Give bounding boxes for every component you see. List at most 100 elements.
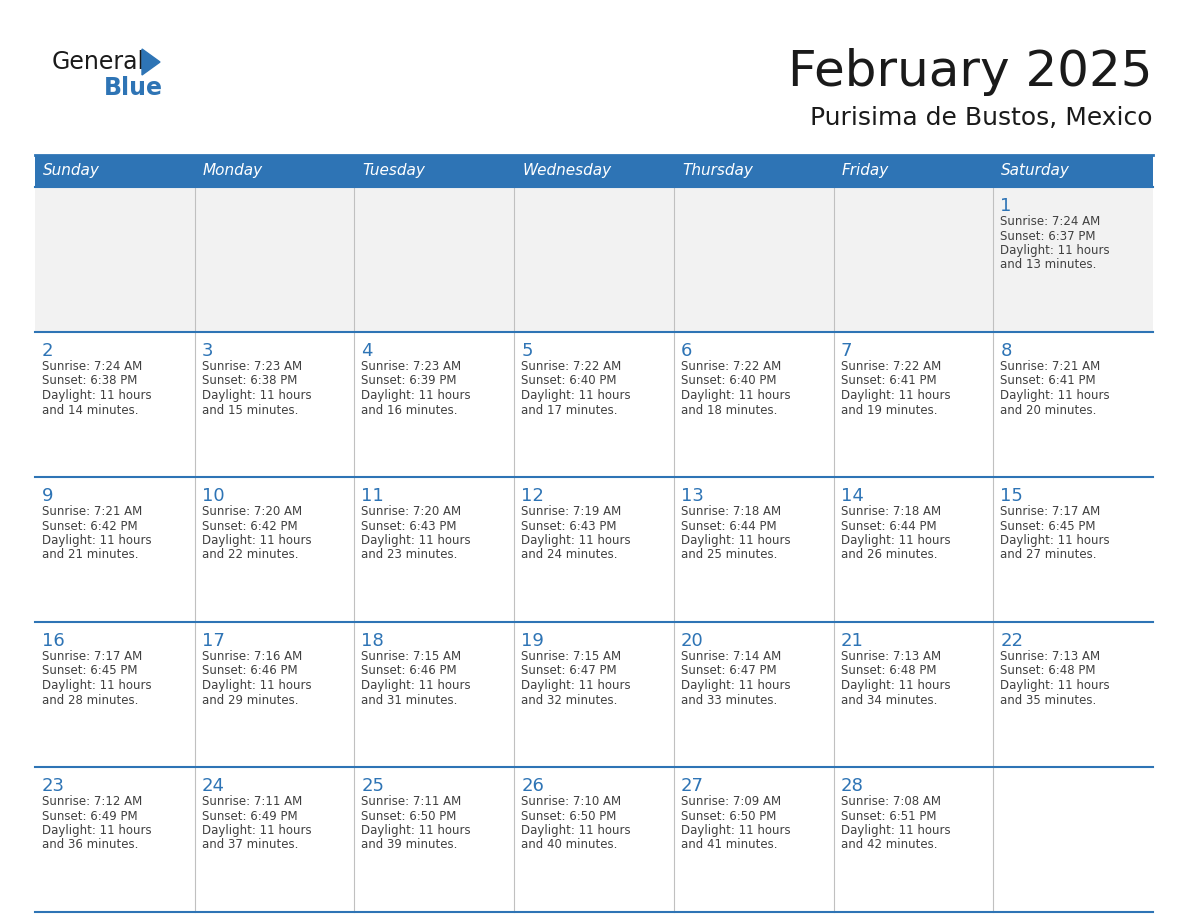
Text: 6: 6	[681, 342, 693, 360]
Text: and 18 minutes.: and 18 minutes.	[681, 404, 777, 417]
Text: Sunrise: 7:13 AM: Sunrise: 7:13 AM	[841, 650, 941, 663]
Text: Daylight: 11 hours: Daylight: 11 hours	[522, 824, 631, 837]
Text: 15: 15	[1000, 487, 1023, 505]
Text: 28: 28	[841, 777, 864, 795]
Text: Sunset: 6:46 PM: Sunset: 6:46 PM	[202, 665, 297, 677]
Text: Daylight: 11 hours: Daylight: 11 hours	[361, 389, 472, 402]
Text: Sunrise: 7:24 AM: Sunrise: 7:24 AM	[42, 360, 143, 373]
Text: and 25 minutes.: and 25 minutes.	[681, 548, 777, 562]
Text: and 13 minutes.: and 13 minutes.	[1000, 259, 1097, 272]
Text: Wednesday: Wednesday	[523, 163, 612, 178]
Text: and 28 minutes.: and 28 minutes.	[42, 693, 138, 707]
Text: Daylight: 11 hours: Daylight: 11 hours	[522, 534, 631, 547]
Text: and 26 minutes.: and 26 minutes.	[841, 548, 937, 562]
Text: Sunset: 6:45 PM: Sunset: 6:45 PM	[1000, 520, 1095, 532]
Text: Monday: Monday	[203, 163, 263, 178]
Text: 19: 19	[522, 632, 544, 650]
Text: Daylight: 11 hours: Daylight: 11 hours	[202, 679, 311, 692]
Text: Tuesday: Tuesday	[362, 163, 425, 178]
Text: 23: 23	[42, 777, 65, 795]
Text: 16: 16	[42, 632, 65, 650]
Text: Daylight: 11 hours: Daylight: 11 hours	[841, 824, 950, 837]
Text: 26: 26	[522, 777, 544, 795]
Text: Daylight: 11 hours: Daylight: 11 hours	[42, 679, 152, 692]
Text: Daylight: 11 hours: Daylight: 11 hours	[522, 679, 631, 692]
Text: Sunrise: 7:17 AM: Sunrise: 7:17 AM	[42, 650, 143, 663]
Text: and 22 minutes.: and 22 minutes.	[202, 548, 298, 562]
Text: Sunset: 6:49 PM: Sunset: 6:49 PM	[202, 810, 297, 823]
Bar	[34, 155, 1154, 187]
Text: Sunrise: 7:14 AM: Sunrise: 7:14 AM	[681, 650, 781, 663]
Text: Daylight: 11 hours: Daylight: 11 hours	[681, 824, 790, 837]
Text: Sunrise: 7:12 AM: Sunrise: 7:12 AM	[42, 795, 143, 808]
Text: and 42 minutes.: and 42 minutes.	[841, 838, 937, 852]
Text: Thursday: Thursday	[682, 163, 753, 178]
Text: Daylight: 11 hours: Daylight: 11 hours	[42, 389, 152, 402]
Text: Sunrise: 7:22 AM: Sunrise: 7:22 AM	[841, 360, 941, 373]
Text: and 36 minutes.: and 36 minutes.	[42, 838, 138, 852]
Text: 4: 4	[361, 342, 373, 360]
Text: Daylight: 11 hours: Daylight: 11 hours	[361, 824, 472, 837]
Text: Sunset: 6:47 PM: Sunset: 6:47 PM	[681, 665, 777, 677]
Text: and 35 minutes.: and 35 minutes.	[1000, 693, 1097, 707]
Text: 20: 20	[681, 632, 703, 650]
Text: Sunset: 6:48 PM: Sunset: 6:48 PM	[1000, 665, 1095, 677]
Text: 27: 27	[681, 777, 703, 795]
Text: February 2025: February 2025	[789, 48, 1154, 96]
Text: Sunrise: 7:23 AM: Sunrise: 7:23 AM	[202, 360, 302, 373]
Text: Sunset: 6:42 PM: Sunset: 6:42 PM	[202, 520, 297, 532]
Text: Sunrise: 7:10 AM: Sunrise: 7:10 AM	[522, 795, 621, 808]
Text: Sunset: 6:41 PM: Sunset: 6:41 PM	[1000, 375, 1095, 387]
Text: Daylight: 11 hours: Daylight: 11 hours	[1000, 389, 1110, 402]
Text: Daylight: 11 hours: Daylight: 11 hours	[681, 679, 790, 692]
Text: Sunset: 6:51 PM: Sunset: 6:51 PM	[841, 810, 936, 823]
Text: Sunrise: 7:20 AM: Sunrise: 7:20 AM	[361, 505, 462, 518]
Text: Sunrise: 7:09 AM: Sunrise: 7:09 AM	[681, 795, 781, 808]
Text: and 32 minutes.: and 32 minutes.	[522, 693, 618, 707]
Text: 9: 9	[42, 487, 53, 505]
Text: 11: 11	[361, 487, 384, 505]
Text: Sunrise: 7:15 AM: Sunrise: 7:15 AM	[522, 650, 621, 663]
Text: Sunrise: 7:24 AM: Sunrise: 7:24 AM	[1000, 215, 1100, 228]
Text: Sunrise: 7:22 AM: Sunrise: 7:22 AM	[681, 360, 781, 373]
Text: Sunset: 6:39 PM: Sunset: 6:39 PM	[361, 375, 457, 387]
Text: Sunset: 6:49 PM: Sunset: 6:49 PM	[42, 810, 138, 823]
Text: Sunset: 6:43 PM: Sunset: 6:43 PM	[522, 520, 617, 532]
Text: and 41 minutes.: and 41 minutes.	[681, 838, 777, 852]
Text: Daylight: 11 hours: Daylight: 11 hours	[202, 389, 311, 402]
Text: General: General	[52, 50, 145, 74]
Text: Daylight: 11 hours: Daylight: 11 hours	[1000, 534, 1110, 547]
Text: 14: 14	[841, 487, 864, 505]
Text: Sunrise: 7:11 AM: Sunrise: 7:11 AM	[202, 795, 302, 808]
Text: 2: 2	[42, 342, 53, 360]
Text: Daylight: 11 hours: Daylight: 11 hours	[361, 534, 472, 547]
Text: 22: 22	[1000, 632, 1023, 650]
Text: and 23 minutes.: and 23 minutes.	[361, 548, 457, 562]
Text: Daylight: 11 hours: Daylight: 11 hours	[681, 534, 790, 547]
Text: and 20 minutes.: and 20 minutes.	[1000, 404, 1097, 417]
Text: Sunset: 6:44 PM: Sunset: 6:44 PM	[681, 520, 777, 532]
Text: Sunset: 6:37 PM: Sunset: 6:37 PM	[1000, 230, 1095, 242]
Text: and 37 minutes.: and 37 minutes.	[202, 838, 298, 852]
Text: 17: 17	[202, 632, 225, 650]
Text: and 27 minutes.: and 27 minutes.	[1000, 548, 1097, 562]
Text: Sunrise: 7:16 AM: Sunrise: 7:16 AM	[202, 650, 302, 663]
Text: Sunset: 6:45 PM: Sunset: 6:45 PM	[42, 665, 138, 677]
Text: 24: 24	[202, 777, 225, 795]
Text: Sunrise: 7:08 AM: Sunrise: 7:08 AM	[841, 795, 941, 808]
Text: and 21 minutes.: and 21 minutes.	[42, 548, 139, 562]
Text: Sunrise: 7:11 AM: Sunrise: 7:11 AM	[361, 795, 462, 808]
Text: Daylight: 11 hours: Daylight: 11 hours	[42, 824, 152, 837]
Text: Sunrise: 7:18 AM: Sunrise: 7:18 AM	[681, 505, 781, 518]
Text: Sunset: 6:38 PM: Sunset: 6:38 PM	[42, 375, 138, 387]
Text: and 34 minutes.: and 34 minutes.	[841, 693, 937, 707]
Text: 25: 25	[361, 777, 385, 795]
Text: and 19 minutes.: and 19 minutes.	[841, 404, 937, 417]
Text: Daylight: 11 hours: Daylight: 11 hours	[841, 679, 950, 692]
Text: Sunrise: 7:19 AM: Sunrise: 7:19 AM	[522, 505, 621, 518]
Text: Daylight: 11 hours: Daylight: 11 hours	[361, 679, 472, 692]
Bar	[34, 332, 1154, 477]
Text: and 40 minutes.: and 40 minutes.	[522, 838, 618, 852]
Text: Sunset: 6:42 PM: Sunset: 6:42 PM	[42, 520, 138, 532]
Text: and 15 minutes.: and 15 minutes.	[202, 404, 298, 417]
